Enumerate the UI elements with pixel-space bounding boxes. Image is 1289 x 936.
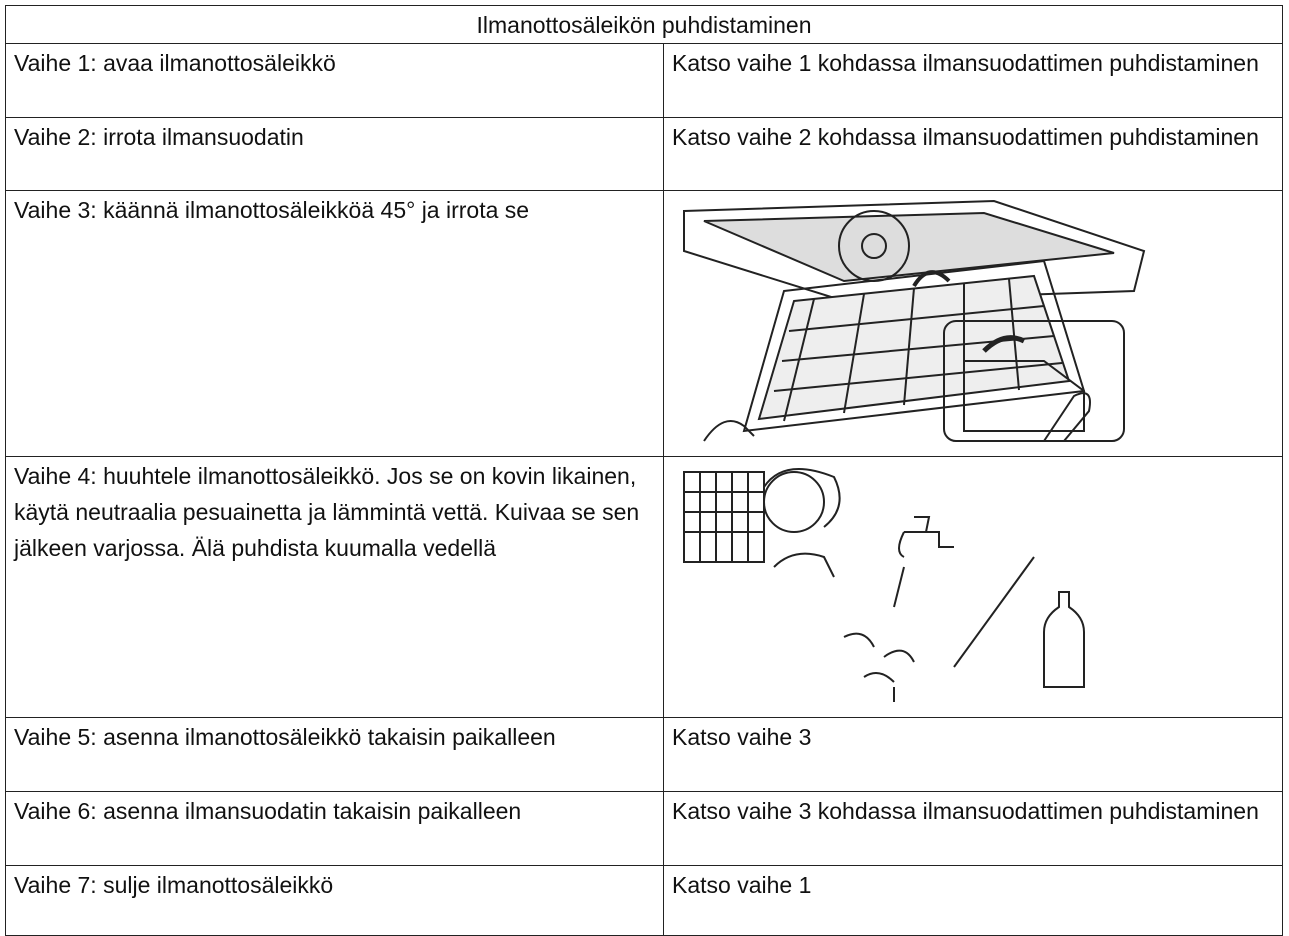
step-cell: Vaihe 1: avaa ilmanottosäleikkö (5, 43, 664, 118)
ref-cell: Katso vaihe 2 kohdassa ilmansuodattimen … (663, 117, 1283, 191)
step-cell: Vaihe 6: asenna ilmansuodatin takaisin p… (5, 791, 664, 866)
step-cell: Vaihe 3: käännä ilmanottosäleikköä 45° j… (5, 190, 664, 457)
ref-cell: Katso vaihe 1 (663, 865, 1283, 936)
cleaning-table: Ilmanottosäleikön puhdistaminen Vaihe 1:… (5, 5, 1283, 936)
step-cell: Vaihe 2: irrota ilmansuodatin (5, 117, 664, 191)
washing-illustration (683, 468, 1085, 702)
image-cell (663, 456, 1283, 718)
image-cell (663, 190, 1283, 457)
step-cell: Vaihe 4: huuhtele ilmanottosäleikkö. Jos… (5, 456, 664, 718)
page: Ilmanottosäleikön puhdistaminen Vaihe 1:… (5, 5, 1283, 936)
grille-illustration (683, 199, 1146, 442)
table-title: Ilmanottosäleikön puhdistaminen (5, 5, 1283, 44)
step-cell: Vaihe 7: sulje ilmanottosäleikkö (5, 865, 664, 936)
ref-cell: Katso vaihe 3 (663, 717, 1283, 792)
step-cell: Vaihe 5: asenna ilmanottosäleikkö takais… (5, 717, 664, 792)
ref-cell: Katso vaihe 1 kohdassa ilmansuodattimen … (663, 43, 1283, 118)
ref-cell: Katso vaihe 3 kohdassa ilmansuodattimen … (663, 791, 1283, 866)
